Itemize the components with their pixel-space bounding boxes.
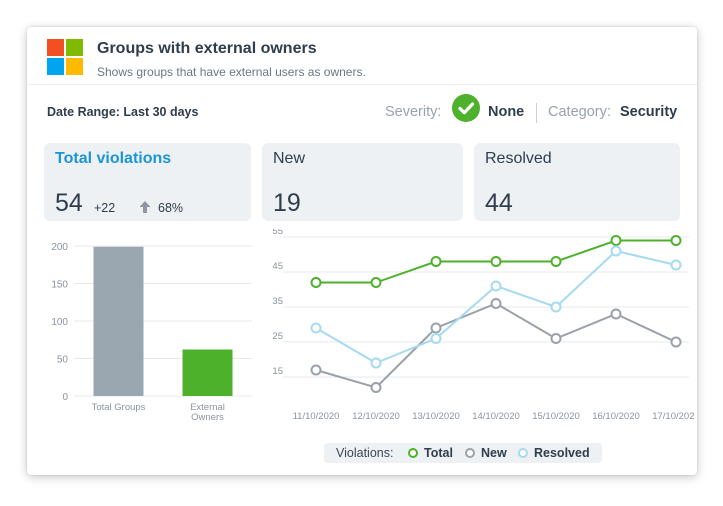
total-violations-delta: +22	[94, 201, 116, 215]
bar	[93, 246, 144, 396]
point-resolved	[670, 259, 682, 271]
point-resolved	[490, 280, 502, 292]
report-subtitle: Shows groups that have external users as…	[97, 65, 366, 79]
report-card: Groups with external owners Shows groups…	[27, 27, 697, 475]
point-total	[550, 256, 562, 267]
line-y-tick-label: 45	[272, 261, 283, 272]
point-new	[310, 364, 322, 376]
total-violations-label: Total violations	[55, 150, 172, 167]
new-violations-value: 19	[273, 189, 301, 217]
point-new	[490, 298, 502, 309]
point-new	[550, 333, 562, 344]
new-violations-card: New 19	[262, 143, 463, 221]
date-range: Date Range: Last 30 days	[47, 105, 199, 119]
legend-title: Violations:	[336, 446, 394, 460]
line-y-tick-label: 55	[272, 229, 283, 237]
legend-resolved-marker-icon	[518, 448, 528, 458]
bar-y-tick-label: 200	[51, 242, 68, 253]
new-violations-label: New	[273, 150, 306, 167]
bar-x-tick-label: External Owners	[190, 402, 225, 423]
groups-bar-chart: 0 50 100 150 200 Total Groups External Owners	[51, 242, 252, 423]
point-total	[430, 256, 442, 267]
point-resolved	[370, 357, 382, 369]
line-y-tick-label: 35	[272, 296, 283, 307]
resolved-violations-label: Resolved	[485, 150, 552, 167]
arrow-up-icon	[138, 200, 152, 214]
point-total	[490, 256, 502, 267]
violations-line-chart: 15 25 35 45 55 11/10/2020 12/10/2020 13/10/2020…	[272, 229, 695, 422]
bar	[182, 349, 233, 396]
series-line-new	[315, 302, 677, 389]
point-resolved	[550, 301, 562, 313]
legend-total-marker-icon	[408, 448, 418, 458]
point-resolved	[310, 322, 322, 334]
bar-y-tick-label: 100	[51, 317, 68, 328]
point-resolved	[610, 245, 622, 257]
microsoft-logo-icon	[47, 39, 83, 75]
point-total	[670, 235, 682, 246]
point-new	[610, 308, 622, 320]
total-violations-percent: 68%	[158, 201, 184, 215]
point-new	[370, 382, 382, 393]
severity-label: Severity:	[385, 104, 442, 120]
point-total	[310, 277, 322, 288]
resolved-violations-value: 44	[485, 189, 513, 217]
category-label: Category:	[548, 104, 611, 120]
chart-legend: Violations: Total New Resolved	[324, 443, 602, 463]
point-total	[610, 235, 622, 246]
bar-y-tick-label: 50	[57, 355, 69, 366]
bar-x-tick-label: Total Groups	[92, 402, 146, 413]
total-violations-card: Total violations 54 +22 68%	[44, 143, 251, 221]
point-new	[430, 322, 442, 334]
point-total	[370, 277, 382, 288]
line-x-tick-label: 13/10/2020	[412, 411, 460, 422]
point-new	[670, 336, 682, 348]
line-x-tick-label: 14/10/2020	[472, 411, 520, 422]
legend-item-total[interactable]: Total	[424, 446, 453, 460]
report-title: Groups with external owners	[97, 40, 317, 57]
line-x-tick-label: 12/10/2020	[352, 411, 400, 422]
legend-item-resolved[interactable]: Resolved	[534, 446, 590, 460]
point-resolved	[430, 333, 442, 344]
resolved-violations-card: Resolved 44	[474, 143, 680, 221]
line-x-tick-label: 15/10/2020	[532, 411, 580, 422]
line-y-tick-label: 15	[272, 366, 283, 377]
category-value: Security	[620, 104, 678, 120]
total-violations-value: 54	[55, 189, 83, 217]
legend-new-marker-icon	[465, 448, 475, 458]
line-x-tick-label: 17/10/2020	[652, 411, 695, 422]
legend-item-new[interactable]: New	[481, 446, 507, 460]
filter-divider	[536, 103, 537, 123]
severity-value: None	[488, 104, 525, 120]
line-y-tick-label: 25	[272, 331, 283, 342]
bar-y-tick-label: 150	[51, 280, 68, 291]
card-header: Groups with external owners Shows groups…	[27, 27, 697, 85]
bar-y-tick-label: 0	[62, 392, 68, 403]
line-x-tick-label: 16/10/2020	[592, 411, 640, 422]
check-circle-icon	[452, 94, 480, 122]
line-x-tick-label: 11/10/2020	[293, 411, 340, 422]
